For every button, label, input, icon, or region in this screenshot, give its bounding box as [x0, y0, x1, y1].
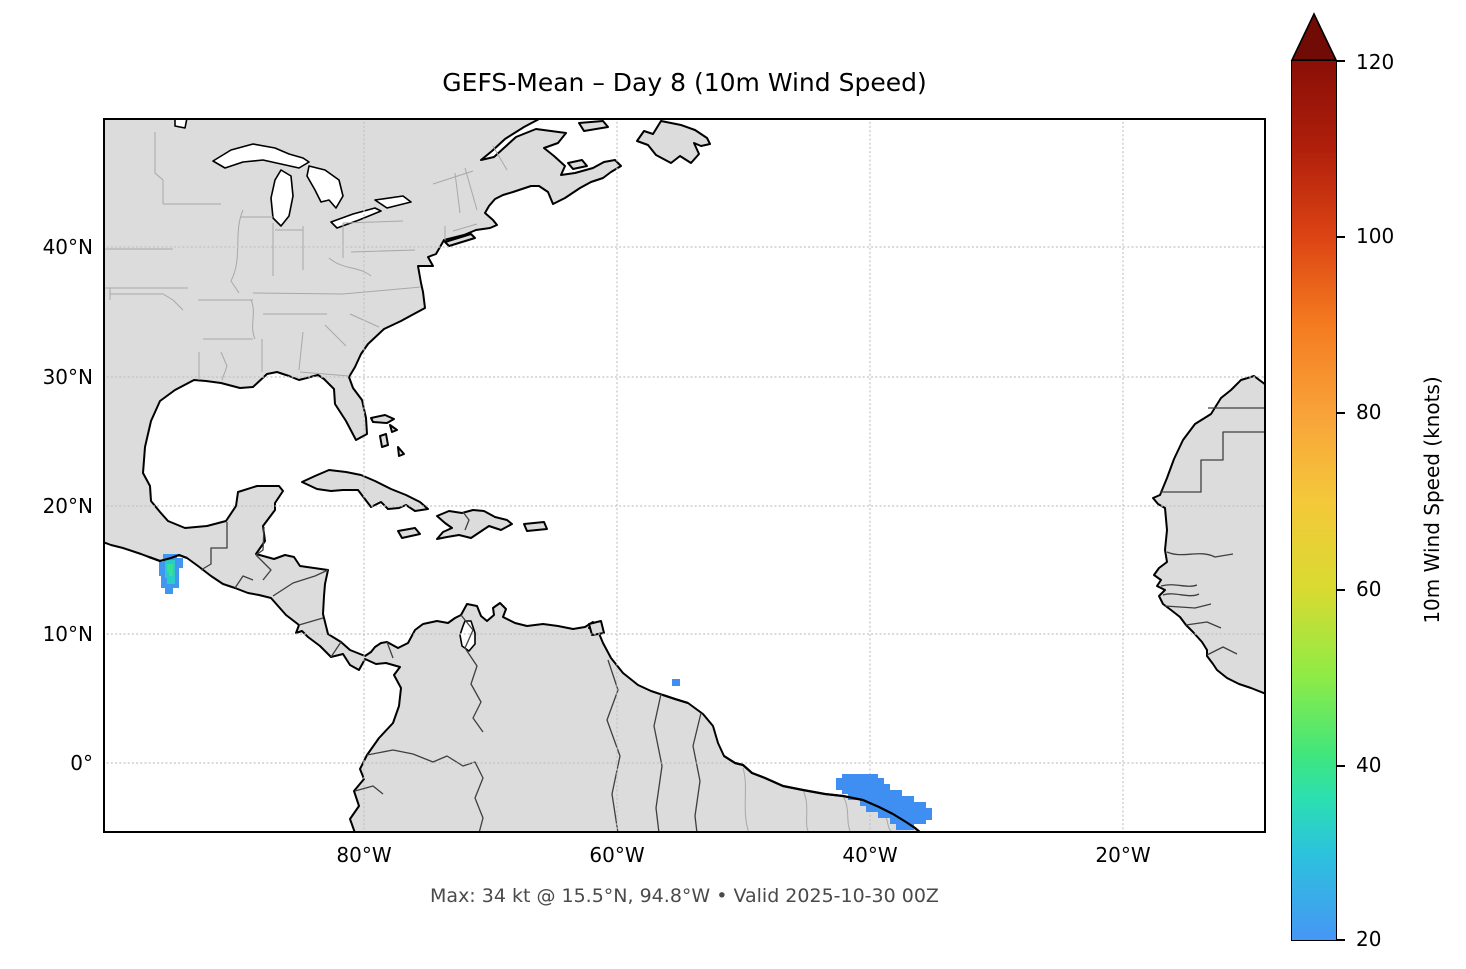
long-island — [444, 233, 476, 247]
lake-ontario — [374, 195, 412, 209]
landmass-layer — [103, 118, 1266, 833]
colorbar-ticklabel-40: 40 — [1356, 753, 1382, 777]
bahamas-andros — [379, 433, 389, 448]
lake-superior — [212, 143, 310, 169]
max-wind-caption: Max: 34 kt @ 15.5°N, 94.8°W • Valid 2025… — [430, 885, 939, 907]
puerto-rico-island — [523, 521, 548, 532]
ytick-30n: 30°N — [42, 365, 93, 389]
ytick-0: 0° — [70, 751, 93, 775]
jamaica-island — [397, 527, 421, 539]
colorbar-tick-60 — [1337, 589, 1345, 591]
colorbar-ticklabel-100: 100 — [1356, 224, 1395, 248]
lake-michigan — [270, 169, 294, 227]
west-africa-coast — [1152, 375, 1266, 695]
map-plot-area — [103, 118, 1266, 833]
map-frame — [103, 118, 1266, 833]
bahamas-exuma — [397, 446, 405, 457]
colorbar-gradient — [1291, 60, 1337, 941]
colorbar-extend-arrow — [1290, 12, 1338, 61]
xtick-80w: 80°W — [336, 843, 392, 867]
trinidad-island — [588, 620, 605, 636]
lake-of-the-woods — [174, 118, 188, 129]
americas-mainland — [103, 118, 922, 833]
colorbar-tick-80 — [1337, 412, 1345, 414]
newfoundland-island — [636, 120, 711, 164]
xtick-20w: 20°W — [1095, 843, 1151, 867]
ytick-40n: 40°N — [42, 235, 93, 259]
wind-patch-brazil-coast — [836, 774, 932, 830]
anticosti-island — [578, 120, 609, 132]
bahamas-eleuthera — [389, 424, 398, 433]
country-borders-layer — [200, 407, 1266, 833]
cuba-island — [301, 469, 429, 512]
colorbar-axis-label: 10m Wind Speed (knots) — [1420, 376, 1444, 624]
colorbar-ticklabel-80: 80 — [1356, 400, 1382, 424]
colorbar-ticklabel-20: 20 — [1356, 927, 1382, 951]
colorbar-tick-20 — [1337, 939, 1345, 941]
wind-speed-patches-layer — [159, 554, 932, 830]
xtick-40w: 40°W — [842, 843, 898, 867]
prince-edward-island — [567, 159, 588, 170]
ytick-20n: 20°N — [42, 494, 93, 518]
colorbar-tick-120 — [1337, 60, 1345, 62]
lake-huron — [306, 165, 344, 209]
bahamas-grand-bahama — [370, 414, 395, 424]
hispaniola-island — [436, 509, 513, 540]
gridlines-layer — [103, 118, 1266, 833]
colorbar-tick-100 — [1337, 236, 1345, 238]
state-borders-layer — [103, 132, 894, 833]
colorbar-ticklabel-60: 60 — [1356, 577, 1382, 601]
colorbar-tick-40 — [1337, 765, 1345, 767]
ytick-10n: 10°N — [42, 622, 93, 646]
wind-patch-tehuantepec-core — [167, 564, 173, 576]
plot-title: GEFS-Mean – Day 8 (10m Wind Speed) — [442, 68, 927, 97]
coastline-overlay-layer — [148, 553, 922, 833]
colorbar-ticklabel-120: 120 — [1356, 50, 1395, 74]
wind-patch-guianas-dot — [672, 679, 680, 686]
xtick-60w: 60°W — [589, 843, 645, 867]
